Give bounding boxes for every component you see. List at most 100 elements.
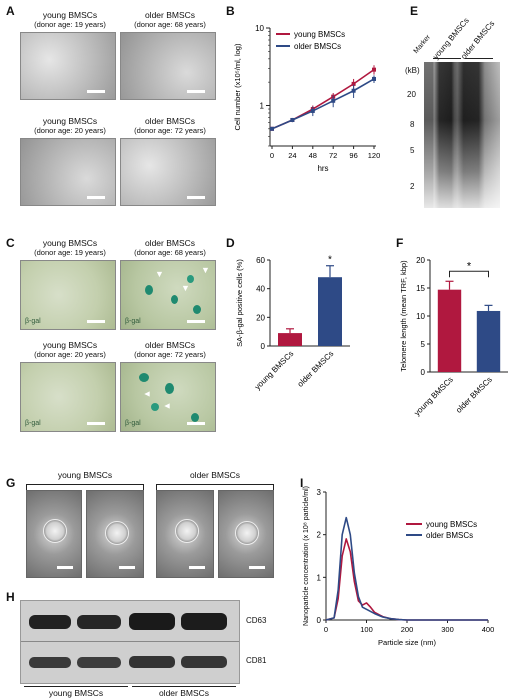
data-point	[290, 117, 295, 122]
band-cd81	[129, 656, 175, 668]
panel-label-b: B	[226, 4, 235, 18]
data-point	[310, 108, 315, 113]
panel-a-caption-3: young BMSCs (donor age: 20 years)	[20, 116, 120, 136]
significance-star: *	[328, 255, 332, 266]
x-tick-label: 400	[482, 625, 495, 634]
marker-5: 5	[410, 146, 415, 155]
caption-sub: (donor age: 19 years)	[34, 248, 106, 257]
band-cd63	[29, 615, 71, 629]
scale-bar	[87, 422, 105, 425]
marker-2: 2	[410, 182, 415, 191]
significance-bracket	[449, 270, 489, 278]
caption-title: young BMSCs	[42, 10, 98, 20]
exosome-vesicle	[43, 519, 67, 543]
y-tick-label: 15	[416, 284, 425, 293]
southern-blot	[424, 62, 500, 208]
y-tick-label: 1	[260, 101, 265, 110]
y-tick-label: 0	[317, 616, 322, 625]
chart-b: 1 10 0 24 48 72 96 120 hrs Cell number (x10⁵/ml, …	[233, 24, 381, 173]
bar	[476, 310, 501, 372]
panel-label-i: I	[300, 476, 304, 490]
panel-c-caption-2: older BMSCs (donor age: 68 years)	[120, 238, 220, 258]
stained-cell	[193, 305, 201, 314]
panel-c-caption-4: older BMSCs (donor age: 72 years)	[120, 340, 220, 360]
scale-bar	[87, 196, 105, 199]
y-tick-label: 0	[261, 342, 266, 351]
caption-sub: (donor age: 68 years)	[134, 248, 206, 257]
significance-star: *	[467, 260, 472, 272]
western-blot	[20, 600, 240, 684]
beta-gal-image-young-19: β-gal	[20, 260, 116, 330]
panel-a-caption-4: older BMSCs (donor age: 72 years)	[120, 116, 220, 136]
x-tick-label: 0	[270, 151, 274, 160]
scale-bar	[87, 320, 105, 323]
data-point	[372, 76, 376, 81]
beta-gal-tag: β-gal	[25, 318, 41, 325]
arrowhead-icon: ▼	[162, 401, 173, 411]
arrowhead-icon: ▼	[181, 283, 190, 293]
y-tick-label: 1	[317, 573, 322, 582]
panel-label-f: F	[396, 236, 404, 250]
x-tick-label: 300	[441, 625, 454, 634]
tem-image-older-1	[156, 490, 214, 578]
scale-bar	[187, 320, 205, 323]
caption-title: young BMSCs	[42, 116, 98, 126]
scale-bar	[187, 196, 205, 199]
arrowhead-icon: ▼	[142, 389, 153, 399]
caption-sub: (donor age: 20 years)	[34, 350, 106, 359]
blot-gradient-overlay	[424, 62, 500, 208]
band-cd63	[77, 615, 121, 629]
panel-label-g: G	[6, 476, 16, 490]
group-underline-young	[24, 686, 128, 687]
caption-title: older BMSCs	[144, 10, 196, 20]
caption-title: older BMSCs	[144, 116, 196, 126]
legend-label: older BMSCs	[426, 531, 473, 540]
stained-cell	[191, 413, 199, 422]
chart-d: 0 20 40 60 young BMSCs older BMSCs * SA-β-gal p…	[235, 255, 350, 392]
y-tick-label: 40	[256, 285, 265, 294]
y-axis-label: Nanoparticle concentration (x 10⁸ partic…	[303, 486, 310, 626]
band-label-cd63: CD63	[246, 616, 267, 625]
x-tick-label: young BMSCs	[412, 375, 455, 418]
x-tick-label: young BMSCs	[253, 349, 296, 392]
tem-image-young-1	[26, 490, 82, 578]
x-tick-label: 48	[309, 151, 317, 160]
series-line	[271, 78, 375, 130]
arrowhead-icon: ▼	[201, 265, 210, 275]
band-label-cd81: CD81	[246, 656, 267, 665]
y-tick-label: 5	[421, 340, 426, 349]
lane-label-marker: Marker	[412, 33, 433, 55]
caption-title: young BMSCs	[42, 238, 98, 248]
group-label-older: older BMSCs	[189, 470, 241, 480]
data-point	[351, 81, 356, 86]
group-bracket-older	[156, 484, 274, 490]
panel-c-caption-3: young BMSCs (donor age: 20 years)	[20, 340, 120, 360]
caption-title: older BMSCs	[144, 238, 196, 248]
band-cd81	[77, 657, 121, 668]
bar	[318, 277, 342, 346]
legend-label: young BMSCs	[294, 30, 345, 39]
bar	[437, 289, 462, 372]
caption-title: young BMSCs	[42, 340, 98, 350]
y-tick-label: 60	[256, 256, 265, 265]
scale-bar	[187, 422, 205, 425]
y-tick-label: 20	[256, 313, 265, 322]
y-tick-label: 0	[421, 368, 426, 377]
x-axis-label: Particle size (nm)	[378, 638, 436, 647]
scale-bar	[249, 566, 265, 569]
panel-label-e: E	[410, 4, 419, 18]
series-line	[325, 516, 488, 621]
bar	[278, 333, 302, 346]
x-axis-label: hrs	[317, 164, 328, 173]
x-tick-label: older BMSCs	[454, 375, 494, 415]
exosome-vesicle	[175, 519, 199, 543]
phase-contrast-image-older-68	[120, 32, 216, 100]
group-bracket-young	[26, 484, 144, 490]
legend-label: older BMSCs	[294, 42, 341, 51]
x-tick-label: 120	[368, 151, 381, 160]
chart-f: 0 5 10 15 20 young BMSCs older BMSCs * Telomere …	[399, 256, 508, 418]
panel-label-d: D	[226, 236, 235, 250]
y-tick-label: 20	[416, 256, 425, 265]
blot-divider	[21, 641, 239, 642]
data-point	[372, 67, 376, 72]
